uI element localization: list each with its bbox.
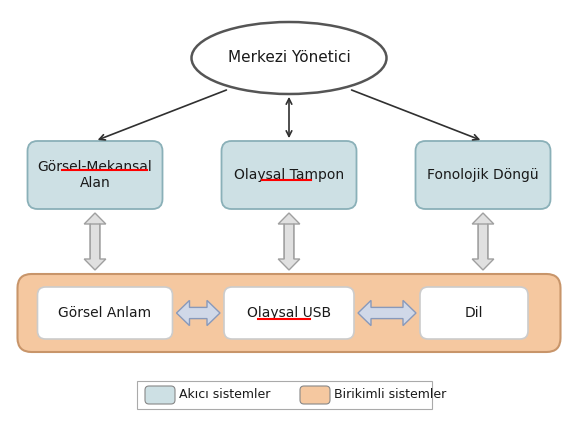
Text: Dil: Dil: [465, 306, 483, 320]
Polygon shape: [84, 224, 106, 270]
Text: Olaysal USB: Olaysal USB: [247, 306, 331, 320]
Ellipse shape: [192, 22, 387, 94]
FancyBboxPatch shape: [416, 141, 551, 209]
FancyBboxPatch shape: [222, 141, 357, 209]
Text: Birikimli sistemler: Birikimli sistemler: [334, 388, 446, 402]
Polygon shape: [278, 213, 300, 259]
Polygon shape: [84, 213, 106, 259]
FancyBboxPatch shape: [38, 287, 173, 339]
FancyBboxPatch shape: [300, 386, 330, 404]
Text: Görsel Anlam: Görsel Anlam: [58, 306, 152, 320]
FancyBboxPatch shape: [27, 141, 163, 209]
Text: Akıcı sistemler: Akıcı sistemler: [179, 388, 270, 402]
FancyBboxPatch shape: [224, 287, 354, 339]
Polygon shape: [358, 300, 416, 326]
Polygon shape: [177, 300, 220, 326]
Text: Olaysal Tampon: Olaysal Tampon: [234, 168, 344, 182]
Polygon shape: [472, 224, 494, 270]
FancyBboxPatch shape: [17, 274, 560, 352]
Polygon shape: [472, 213, 494, 259]
Polygon shape: [278, 224, 300, 270]
Text: Görsel-Mekansal
Alan: Görsel-Mekansal Alan: [38, 160, 152, 190]
FancyBboxPatch shape: [145, 386, 175, 404]
Text: Merkezi Yönetici: Merkezi Yönetici: [228, 50, 350, 65]
Text: Fonolojik Döngü: Fonolojik Döngü: [427, 168, 539, 182]
FancyBboxPatch shape: [420, 287, 528, 339]
